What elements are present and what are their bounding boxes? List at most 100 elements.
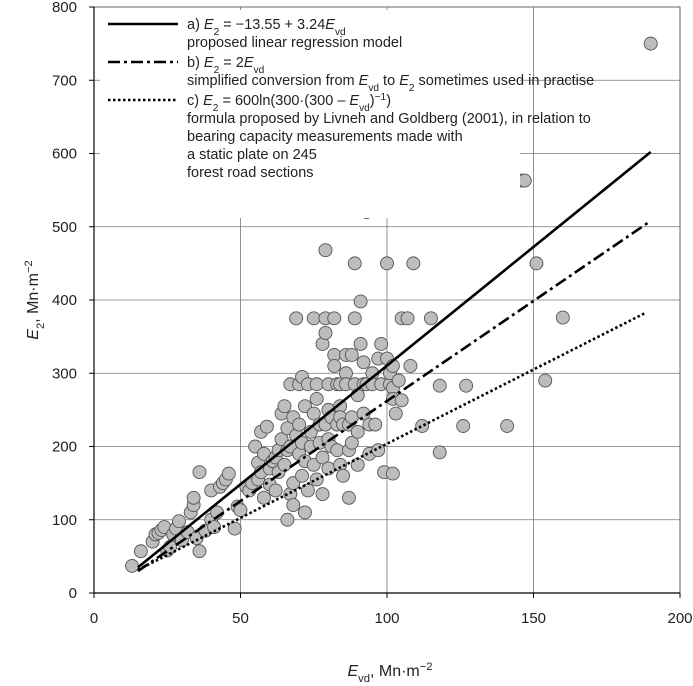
data-point	[227, 521, 242, 536]
data-point	[259, 419, 274, 434]
data-point	[221, 466, 236, 481]
data-point	[380, 256, 394, 271]
data-point	[391, 373, 406, 388]
legend-background	[100, 10, 520, 218]
data-point	[347, 256, 362, 271]
data-point	[186, 490, 201, 505]
data-point	[286, 498, 301, 513]
data-point	[125, 558, 140, 573]
plot-frame	[89, 6, 681, 598]
data-point	[347, 311, 362, 326]
x-tick-label: 200	[667, 610, 692, 627]
data-point	[306, 311, 321, 326]
y-tick-label: 200	[52, 439, 77, 456]
legend-entry-text: simplified conversion from Evd to E2 som…	[187, 73, 594, 94]
data-point	[306, 406, 321, 421]
data-point	[309, 391, 324, 406]
model-lines	[137, 150, 652, 573]
data-point	[394, 393, 409, 408]
data-point	[403, 358, 418, 373]
data-point	[318, 326, 333, 340]
data-point	[289, 311, 304, 326]
data-point	[292, 417, 307, 432]
x-tick-labels: 0 50 100 150 200	[90, 610, 693, 627]
data-point	[643, 36, 658, 51]
y-tick-label: 800	[52, 0, 77, 16]
legend-entry-text: c) E2 = 600ln(300·(300 – Evd)−1)	[187, 92, 391, 114]
data-point	[368, 417, 383, 432]
y-axis-title: E2, Mn·m−2	[23, 260, 47, 339]
x-tick-label: 150	[521, 610, 546, 627]
legend-entry-text: proposed linear regression model	[187, 35, 402, 51]
data-point	[415, 419, 430, 433]
data-point	[330, 443, 345, 458]
data-point	[315, 450, 330, 465]
model-line-dotted	[137, 312, 646, 572]
data-point	[327, 358, 342, 373]
y-tick-label: 0	[69, 585, 77, 602]
model-line-solid	[137, 150, 652, 569]
y-tick-label: 100	[52, 512, 77, 529]
y-tick-label: 700	[52, 72, 77, 89]
y-tick-label: 400	[52, 292, 77, 309]
data-point	[341, 490, 356, 505]
y-tick-label: 300	[52, 365, 77, 382]
data-point	[500, 419, 515, 433]
data-point	[277, 457, 292, 472]
data-point	[315, 487, 330, 502]
data-point	[432, 445, 447, 460]
legend-entry-text: a static plate on 245	[187, 147, 317, 163]
x-tick-label: 100	[374, 610, 399, 627]
y-tick-label: 600	[52, 146, 77, 163]
data-point	[406, 256, 421, 271]
y-tick-label: 500	[52, 219, 77, 236]
data-point	[207, 520, 222, 535]
data-point	[192, 544, 207, 559]
model-line-dashdot	[137, 219, 652, 573]
data-point	[432, 378, 447, 393]
data-point	[538, 373, 553, 388]
legend-entry-text: bearing capacity measurements made with	[187, 129, 463, 145]
data-point	[456, 419, 471, 433]
data-point	[353, 294, 368, 309]
data-point	[280, 512, 295, 527]
data-point	[385, 466, 400, 481]
data-point	[424, 311, 438, 326]
data-point	[371, 443, 386, 458]
data-point	[321, 461, 336, 476]
data-point	[344, 347, 359, 362]
data-point	[388, 406, 403, 421]
data-point	[555, 310, 570, 325]
data-point	[133, 544, 148, 559]
data-point	[529, 256, 544, 271]
x-tick-label: 50	[232, 610, 249, 627]
data-point	[268, 483, 283, 498]
data-point	[350, 424, 365, 439]
legend-entry-text: forest road sections	[187, 165, 314, 181]
data-point	[344, 435, 359, 450]
data-point	[353, 337, 368, 351]
legend-entry-text: b) E2 = 2Evd	[187, 55, 264, 76]
data-point	[298, 505, 312, 520]
data-point	[517, 173, 532, 188]
data-point	[309, 377, 324, 392]
x-axis-title: Evd, Mn·m−2	[347, 661, 432, 685]
data-point	[277, 399, 292, 414]
data-point	[295, 468, 309, 483]
data-point	[459, 378, 474, 393]
data-point	[256, 490, 271, 505]
legend-entry-text: a) E2 = −13.55 + 3.24Evd	[187, 17, 346, 38]
data-point	[356, 355, 371, 370]
legend-entry-text: formula proposed by Livneh and Goldberg …	[187, 111, 591, 127]
y-tick-labels: 0 100 200 300 400 500 600 700 800	[52, 0, 77, 602]
data-point	[336, 468, 350, 483]
data-point	[318, 243, 333, 258]
data-point	[172, 514, 186, 529]
x-tick-label: 0	[90, 610, 98, 627]
data-point	[400, 311, 415, 326]
data-point	[192, 465, 207, 480]
data-point	[327, 311, 342, 326]
data-point	[374, 337, 389, 351]
